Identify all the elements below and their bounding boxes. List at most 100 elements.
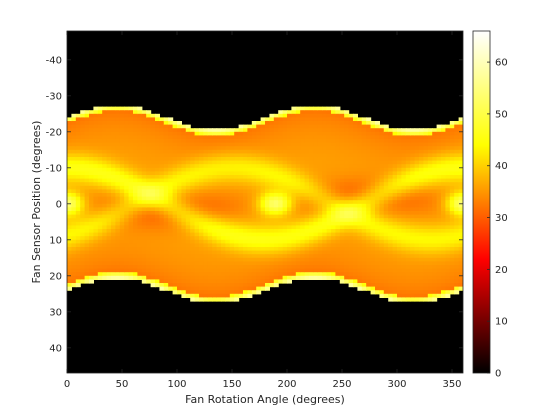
x-tick-label: 0	[64, 379, 70, 390]
heatmap-cell	[269, 265, 275, 270]
heatmap-cell	[278, 171, 284, 176]
heatmap-cell	[397, 207, 402, 212]
heatmap-cell	[71, 157, 77, 162]
heatmap-cell	[89, 254, 94, 259]
heatmap-cell	[441, 189, 446, 194]
heatmap-cell	[159, 182, 165, 187]
heatmap-cell	[313, 157, 319, 162]
heatmap-cell	[177, 142, 182, 147]
heatmap-cell	[260, 171, 266, 176]
heatmap-cell	[317, 135, 323, 140]
heatmap-cell	[260, 214, 266, 219]
heatmap-cell	[282, 178, 288, 183]
heatmap-cell	[212, 131, 218, 136]
heatmap-cell	[172, 257, 178, 262]
heatmap-cell	[234, 221, 240, 226]
heatmap-cell	[194, 142, 200, 147]
heatmap-cell	[265, 236, 270, 241]
heatmap-cell	[432, 218, 438, 223]
heatmap-cell	[335, 175, 341, 180]
heatmap-cell	[436, 239, 442, 244]
heatmap-cell	[436, 254, 442, 259]
heatmap-cell	[419, 160, 424, 165]
heatmap-cell	[419, 139, 424, 144]
heatmap-cell	[256, 243, 262, 248]
heatmap-cell	[348, 218, 354, 223]
heatmap-cell	[427, 275, 433, 280]
heatmap-cell	[335, 157, 341, 162]
heatmap-cell	[317, 196, 323, 201]
heatmap-cell	[432, 171, 438, 176]
heatmap-cell	[291, 178, 297, 183]
heatmap-cell	[353, 268, 358, 273]
heatmap-cell	[427, 218, 433, 223]
heatmap-cell	[75, 117, 81, 122]
heatmap-cell	[216, 229, 222, 234]
heatmap-cell	[89, 214, 94, 219]
heatmap-cell	[172, 185, 178, 190]
heatmap-cell	[265, 117, 270, 122]
heatmap-cell	[278, 153, 284, 158]
heatmap-cell	[247, 229, 253, 234]
heatmap-cell	[155, 207, 160, 212]
heatmap-cell	[432, 250, 438, 255]
heatmap-cell	[388, 250, 394, 255]
heatmap-cell	[155, 261, 160, 266]
heatmap-cell	[304, 214, 310, 219]
heatmap-cell	[172, 268, 178, 273]
heatmap-cell	[260, 257, 266, 262]
heatmap-cell	[216, 290, 222, 295]
heatmap-cell	[115, 200, 121, 205]
heatmap-cell	[269, 121, 275, 126]
heatmap-cell	[397, 211, 402, 216]
heatmap-cell	[414, 290, 420, 295]
heatmap-cell	[331, 239, 336, 244]
heatmap-cell	[181, 218, 187, 223]
heatmap-cell	[427, 149, 433, 154]
heatmap-cell	[313, 189, 319, 194]
heatmap-cell	[251, 157, 257, 162]
heatmap-cell	[93, 178, 99, 183]
heatmap-cell	[190, 135, 196, 140]
heatmap-cell	[229, 218, 235, 223]
heatmap-cell	[234, 279, 240, 284]
heatmap-cell	[106, 229, 112, 234]
heatmap-cell	[414, 139, 420, 144]
heatmap-cell	[326, 185, 332, 190]
heatmap-cell	[304, 153, 310, 158]
heatmap-cell	[331, 193, 336, 198]
heatmap-cell	[67, 178, 72, 183]
heatmap-cell	[331, 139, 336, 144]
heatmap-cell	[353, 135, 358, 140]
heatmap-cell	[80, 185, 86, 190]
heatmap-cell	[370, 121, 376, 126]
heatmap-cell	[388, 167, 394, 172]
heatmap-cell	[75, 250, 81, 255]
heatmap-cell	[379, 283, 385, 288]
heatmap-cell	[199, 254, 204, 259]
heatmap-cell	[414, 236, 420, 241]
heatmap-cell	[282, 203, 288, 208]
heatmap-cell	[454, 243, 460, 248]
heatmap-cell	[150, 135, 156, 140]
heatmap-cell	[423, 286, 429, 291]
heatmap-cell	[190, 178, 196, 183]
heatmap-cell	[300, 117, 306, 122]
heatmap-cell	[102, 272, 108, 277]
heatmap-cell	[436, 182, 442, 187]
heatmap-cell	[84, 131, 90, 136]
heatmap-cell	[353, 153, 358, 158]
heatmap-cell	[207, 279, 213, 284]
heatmap-cell	[181, 189, 187, 194]
heatmap-cell	[388, 182, 394, 187]
heatmap-cell	[146, 182, 152, 187]
heatmap-cell	[194, 275, 200, 280]
heatmap-cell	[243, 182, 248, 187]
heatmap-cell	[247, 279, 253, 284]
heatmap-cell	[379, 171, 385, 176]
heatmap-cell	[269, 243, 275, 248]
heatmap-cell	[243, 254, 248, 259]
heatmap-cell	[115, 121, 121, 126]
heatmap-cell	[291, 229, 297, 234]
heatmap-cell	[251, 232, 257, 237]
